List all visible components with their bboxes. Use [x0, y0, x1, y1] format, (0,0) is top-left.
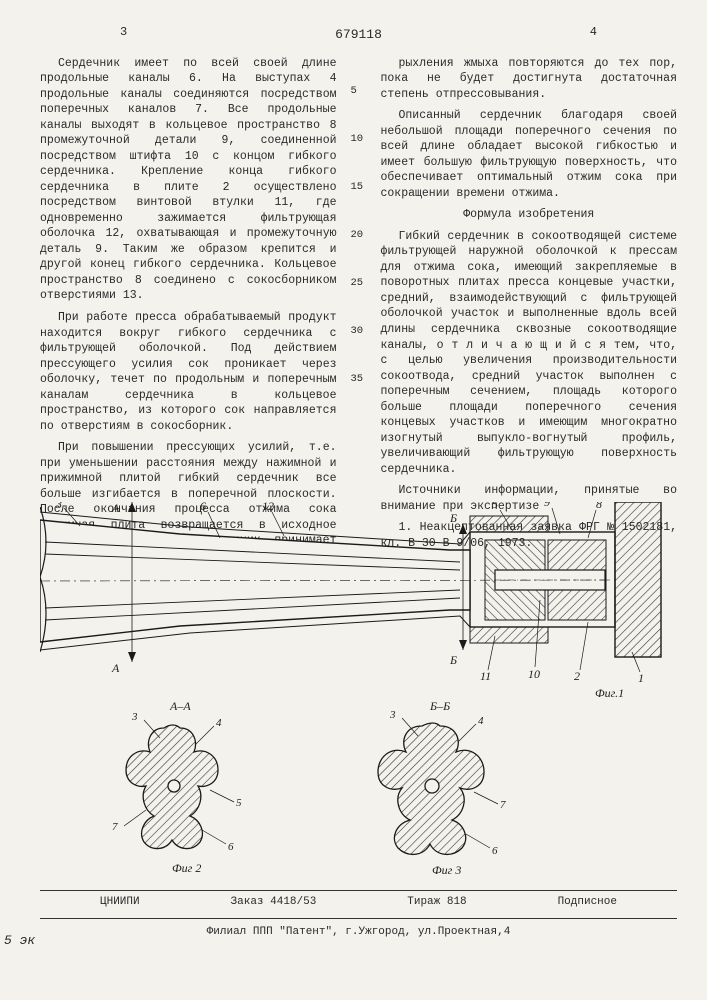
right-column: рыхления жмыха повторяются до тех пор, п…: [381, 56, 678, 496]
footer-order: Заказ 4418/53: [231, 895, 317, 910]
c3: 3: [55, 502, 62, 511]
document-number: 679118: [40, 26, 677, 44]
footer-tirazh: Тираж 818: [407, 895, 466, 910]
section-b-bot: Б: [449, 653, 457, 667]
section-a-top: A: [111, 502, 120, 515]
footer-divider: [40, 890, 677, 891]
fig3-label: Фиг 3: [432, 863, 461, 877]
c10: 10: [528, 667, 540, 681]
technical-diagram: A A Б Б 3 6 12 5 9 8: [40, 502, 677, 882]
f2-5: 5: [236, 797, 242, 809]
f2-7: 7: [112, 821, 118, 833]
c1: 1: [638, 671, 644, 685]
page-number-right: 4: [590, 24, 597, 40]
c12: 12: [262, 502, 274, 513]
c5: 5: [492, 502, 498, 511]
section-b-top: Б: [449, 511, 457, 525]
right-p3: Гибкий сердечник в сокоотводящей системе…: [381, 229, 678, 477]
footer-row: ЦНИИПИ Заказ 4418/53 Тираж 818 Подписное: [40, 895, 677, 910]
f3-7: 7: [500, 799, 506, 811]
ln-15: 15: [351, 180, 367, 194]
fig3: Б–Б 3 4 7 6 Фиг 3: [378, 699, 506, 877]
f3-4: 4: [478, 715, 484, 727]
f2-6: 6: [228, 841, 234, 853]
ln-20: 20: [351, 228, 367, 242]
c8: 8: [596, 502, 602, 511]
right-p2: Описанный сердечник благодаря своей небо…: [381, 108, 678, 201]
c2: 2: [574, 669, 580, 683]
f3-3: 3: [389, 709, 396, 721]
text-columns: Сердечник имеет по всей своей длине прод…: [40, 56, 677, 496]
ln-25: 25: [351, 276, 367, 290]
ln-5: 5: [351, 84, 367, 98]
page-number-left: 3: [120, 24, 127, 40]
section-a-bot: A: [111, 661, 120, 675]
ln-10: 10: [351, 132, 367, 146]
f2-3: 3: [131, 711, 138, 723]
fig2-title: A–A: [169, 699, 191, 713]
f3-6: 6: [492, 845, 498, 857]
left-p2: При работе пресса обрабатываемый продукт…: [40, 310, 337, 434]
footer-org: ЦНИИПИ: [100, 895, 140, 910]
f2-4: 4: [216, 717, 222, 729]
ln-30: 30: [351, 324, 367, 338]
fig3-title: Б–Б: [429, 699, 450, 713]
footer-address: Филиал ППП "Патент", г.Ужгород, ул.Проек…: [40, 925, 677, 940]
footer-sub: Подписное: [558, 895, 617, 910]
margin-note: 5 эк: [4, 932, 35, 950]
c9: 9: [544, 502, 550, 509]
line-number-gutter: 5 10 15 20 25 30 35: [351, 56, 367, 496]
ln-35: 35: [351, 372, 367, 386]
diagram-svg: A A Б Б 3 6 12 5 9 8: [40, 502, 680, 882]
fig1-label: Фиг.1: [595, 686, 624, 700]
right-p1: рыхления жмыха повторяются до тех пор, п…: [381, 56, 678, 103]
fig2-label: Фиг 2: [172, 861, 201, 875]
left-column: Сердечник имеет по всей своей длине прод…: [40, 56, 337, 496]
c6: 6: [200, 502, 206, 513]
formula-title: Формула изобретения: [381, 207, 678, 223]
footer-divider-2: [40, 918, 677, 919]
fig1: A A Б Б 3 6 12 5 9 8: [40, 502, 661, 700]
left-p1: Сердечник имеет по всей своей длине прод…: [40, 56, 337, 304]
fig2: A–A 3 4 5 6 7 Фиг 2: [112, 699, 242, 875]
c11: 11: [480, 669, 491, 683]
